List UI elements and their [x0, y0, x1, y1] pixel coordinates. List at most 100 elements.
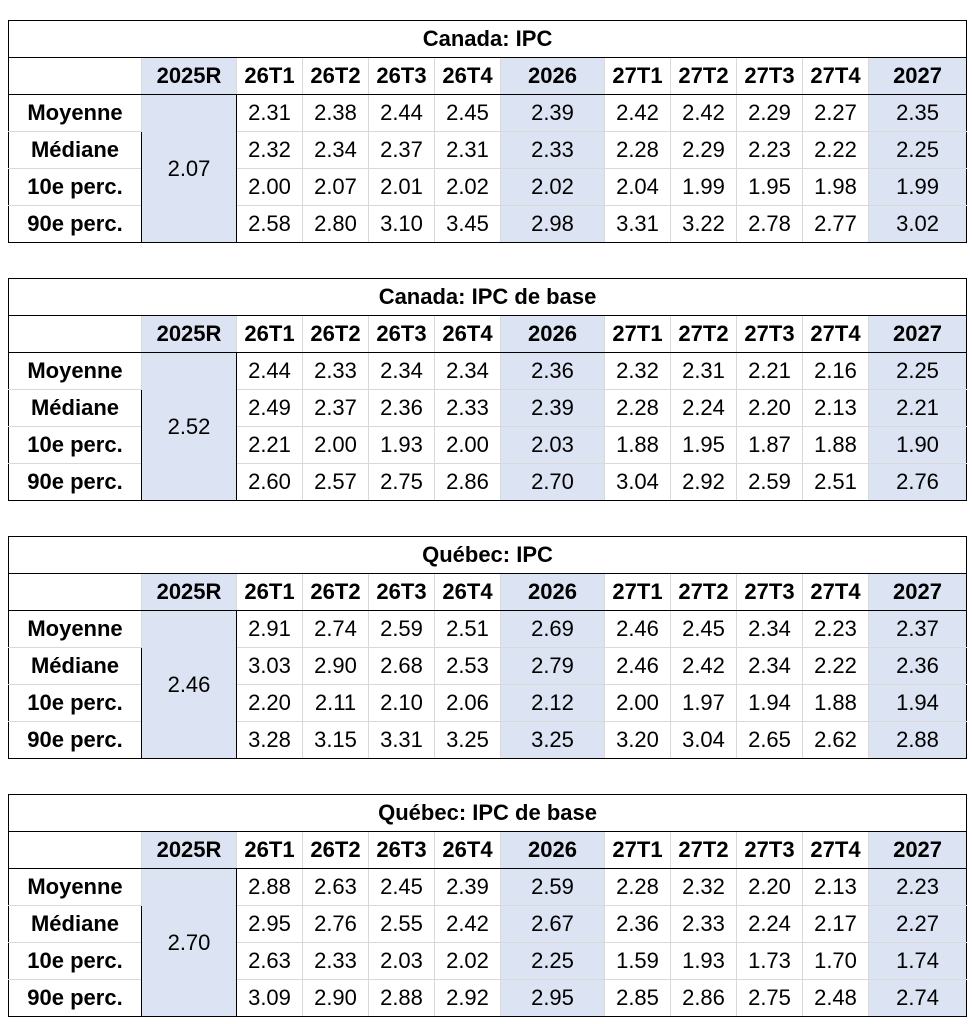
- value-cell: 2.45: [368, 868, 435, 906]
- value-cell: 2.51: [802, 463, 869, 501]
- value-cell: 2.44: [236, 352, 303, 390]
- value-cell: 2.04: [604, 168, 671, 206]
- value-cell: 2.44: [368, 94, 435, 132]
- value-cell: 2.32: [670, 868, 737, 906]
- value-cell: 1.88: [802, 684, 869, 722]
- value-cell: 2.39: [500, 94, 605, 132]
- value-cell: 2.03: [500, 426, 605, 464]
- column-header-27t1: 27T1: [604, 315, 671, 353]
- value-cell: 2.76: [302, 905, 369, 943]
- row-label-90e-perc: 90e perc.: [8, 463, 142, 501]
- value-cell: 3.02: [867, 205, 968, 243]
- value-cell: 2.88: [868, 721, 967, 759]
- data-table: Québec: IPC de base 2025R 26T1 26T2 26T3 26T4…: [7, 794, 968, 1017]
- value-cell: 1.74: [867, 942, 968, 980]
- column-header-26t3: 26T3: [368, 315, 435, 353]
- value-cell: 2.58: [236, 205, 303, 243]
- value-cell: 2.77: [802, 205, 869, 243]
- column-header-2027: 2027: [867, 831, 968, 869]
- value-cell: 1.98: [802, 168, 869, 206]
- column-header-27t3: 27T3: [736, 315, 803, 353]
- value-cell: 2.62: [802, 721, 869, 759]
- value-cell: 2.02: [434, 168, 501, 206]
- column-header-26t3: 26T3: [368, 573, 435, 611]
- value-cell: 3.09: [236, 979, 303, 1017]
- value-cell: 2.20: [236, 684, 303, 722]
- table-block: Québec: IPC de base 2025R 26T1 26T2 26T3 26T4…: [7, 794, 968, 1017]
- table-title: Canada: IPC: [7, 20, 968, 58]
- table-row: 10e perc. 2.20 2.11 2.10 2.06 2.12 2.00 1.97 1.9…: [8, 684, 967, 722]
- value-cell: 2.21: [736, 352, 803, 390]
- row-label-mediane: Médiane: [8, 905, 142, 943]
- base-2025r-value: 2.70: [141, 868, 237, 1017]
- data-table: Canada: IPC de base 2025R 26T1 26T2 26T3 26T4…: [7, 278, 968, 501]
- value-cell: 2.48: [802, 979, 869, 1017]
- column-header-27t4: 27T4: [802, 831, 869, 869]
- header-row: 2025R 26T1 26T2 26T3 26T4 2026 27T1 27T2 27T3 27T…: [8, 57, 968, 95]
- value-cell: 2.55: [368, 905, 435, 943]
- value-cell: 2.34: [368, 352, 435, 390]
- value-cell: 2.85: [604, 979, 671, 1017]
- value-cell: 2.11: [302, 684, 369, 722]
- table-row: Médiane 2.49 2.37 2.36 2.33 2.39 2.28 2.24 2.20 2…: [8, 389, 968, 427]
- value-cell: 2.20: [736, 868, 803, 906]
- value-cell: 2.31: [236, 94, 303, 132]
- value-cell: 2.75: [736, 979, 803, 1017]
- value-cell: 2.59: [500, 868, 605, 906]
- header-row: 2025R 26T1 26T2 26T3 26T4 2026 27T1 27T2 27T3 27T…: [8, 831, 968, 869]
- value-cell: 2.35: [867, 94, 968, 132]
- header-row: 2025R 26T1 26T2 26T3 26T4 2026 27T1 27T2 27T3 27T…: [8, 573, 967, 611]
- value-cell: 2.74: [867, 979, 968, 1017]
- value-cell: 3.10: [368, 205, 435, 243]
- value-cell: 2.59: [368, 610, 435, 648]
- value-cell: 2.33: [302, 942, 369, 980]
- row-label-10e-perc: 10e perc.: [8, 426, 142, 464]
- value-cell: 3.15: [302, 721, 369, 759]
- column-header-27t3: 27T3: [736, 831, 803, 869]
- column-header-26t4: 26T4: [434, 315, 501, 353]
- value-cell: 1.93: [670, 942, 737, 980]
- value-cell: 2.79: [500, 647, 605, 685]
- value-cell: 3.25: [434, 721, 501, 759]
- value-cell: 2.23: [802, 610, 869, 648]
- value-cell: 2.42: [434, 905, 501, 943]
- value-cell: 2.23: [736, 131, 803, 169]
- value-cell: 2.45: [670, 610, 737, 648]
- row-label-moyenne: Moyenne: [8, 94, 142, 132]
- column-header-26t2: 26T2: [302, 57, 369, 95]
- value-cell: 2.23: [867, 868, 968, 906]
- value-cell: 3.25: [500, 721, 605, 759]
- value-cell: 2.51: [434, 610, 501, 648]
- row-label-moyenne: Moyenne: [8, 610, 142, 648]
- column-header-27t3: 27T3: [736, 57, 803, 95]
- value-cell: 2.27: [867, 905, 968, 943]
- table-block: Canada: IPC 2025R 26T1 26T2 26T3 26T4 2026 27T1…: [7, 20, 968, 243]
- value-cell: 2.13: [802, 389, 869, 427]
- value-cell: 2.21: [236, 426, 303, 464]
- column-header-27t4: 27T4: [802, 57, 869, 95]
- value-cell: 2.00: [302, 426, 369, 464]
- base-2025r-value: 2.46: [141, 610, 237, 759]
- value-cell: 2.25: [500, 942, 605, 980]
- column-header-26t1: 26T1: [236, 573, 303, 611]
- column-header-2026: 2026: [500, 315, 605, 353]
- data-table: Québec: IPC 2025R 26T1 26T2 26T3 26T4 2026 27T1…: [8, 536, 967, 759]
- table-row: 90e perc. 3.28 3.15 3.31 3.25 3.25 3.20 3.04 2.6…: [8, 721, 967, 759]
- column-header-26t3: 26T3: [368, 831, 435, 869]
- table-title: Canada: IPC de base: [7, 278, 968, 316]
- column-header-27t2: 27T2: [670, 573, 737, 611]
- column-header-2026: 2026: [500, 573, 605, 611]
- row-label-10e-perc: 10e perc.: [8, 684, 142, 722]
- value-cell: 2.74: [302, 610, 369, 648]
- column-header-2027: 2027: [867, 57, 968, 95]
- value-cell: 3.31: [604, 205, 671, 243]
- column-header-26t2: 26T2: [302, 573, 369, 611]
- value-cell: 2.63: [236, 942, 303, 980]
- table-row: Médiane 2.95 2.76 2.55 2.42 2.67 2.36 2.33 2.24 2…: [8, 905, 968, 943]
- value-cell: 2.36: [368, 389, 435, 427]
- column-header-2025r: 2025R: [141, 573, 237, 611]
- value-cell: 2.37: [868, 610, 967, 648]
- value-cell: 2.02: [500, 168, 605, 206]
- value-cell: 1.70: [802, 942, 869, 980]
- row-label-90e-perc: 90e perc.: [8, 721, 142, 759]
